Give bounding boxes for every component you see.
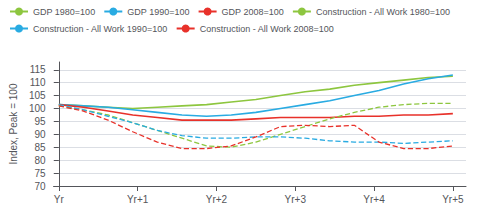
- svg-text:110: 110: [30, 77, 46, 88]
- svg-text:Construction - All Work 2008=1: Construction - All Work 2008=100: [200, 24, 334, 34]
- svg-text:Yr+5: Yr+5: [442, 194, 464, 205]
- svg-text:70: 70: [34, 181, 46, 192]
- svg-text:GDP 2008=100: GDP 2008=100: [222, 7, 284, 17]
- svg-text:Yr+1: Yr+1: [127, 194, 149, 205]
- svg-text:Yr+2: Yr+2: [206, 194, 228, 205]
- svg-text:85: 85: [34, 142, 46, 153]
- svg-text:GDP 1990=100: GDP 1990=100: [127, 7, 189, 17]
- svg-text:90: 90: [34, 129, 46, 140]
- svg-text:80: 80: [34, 155, 46, 166]
- svg-text:75: 75: [34, 168, 46, 179]
- svg-text:105: 105: [29, 90, 46, 101]
- svg-text:100: 100: [29, 103, 46, 114]
- svg-text:95: 95: [34, 116, 46, 127]
- svg-text:Yr+4: Yr+4: [363, 194, 385, 205]
- svg-text:Construction - All Work 1990=1: Construction - All Work 1990=100: [33, 24, 167, 34]
- svg-text:GDP 1980=100: GDP 1980=100: [33, 7, 95, 17]
- svg-text:115: 115: [30, 64, 46, 75]
- svg-text:Yr+3: Yr+3: [285, 194, 307, 205]
- svg-text:Index, Peak = 100: Index, Peak = 100: [8, 83, 19, 164]
- svg-text:Construction - All Work 1980=1: Construction - All Work 1980=100: [316, 7, 450, 17]
- svg-text:Yr: Yr: [54, 194, 65, 205]
